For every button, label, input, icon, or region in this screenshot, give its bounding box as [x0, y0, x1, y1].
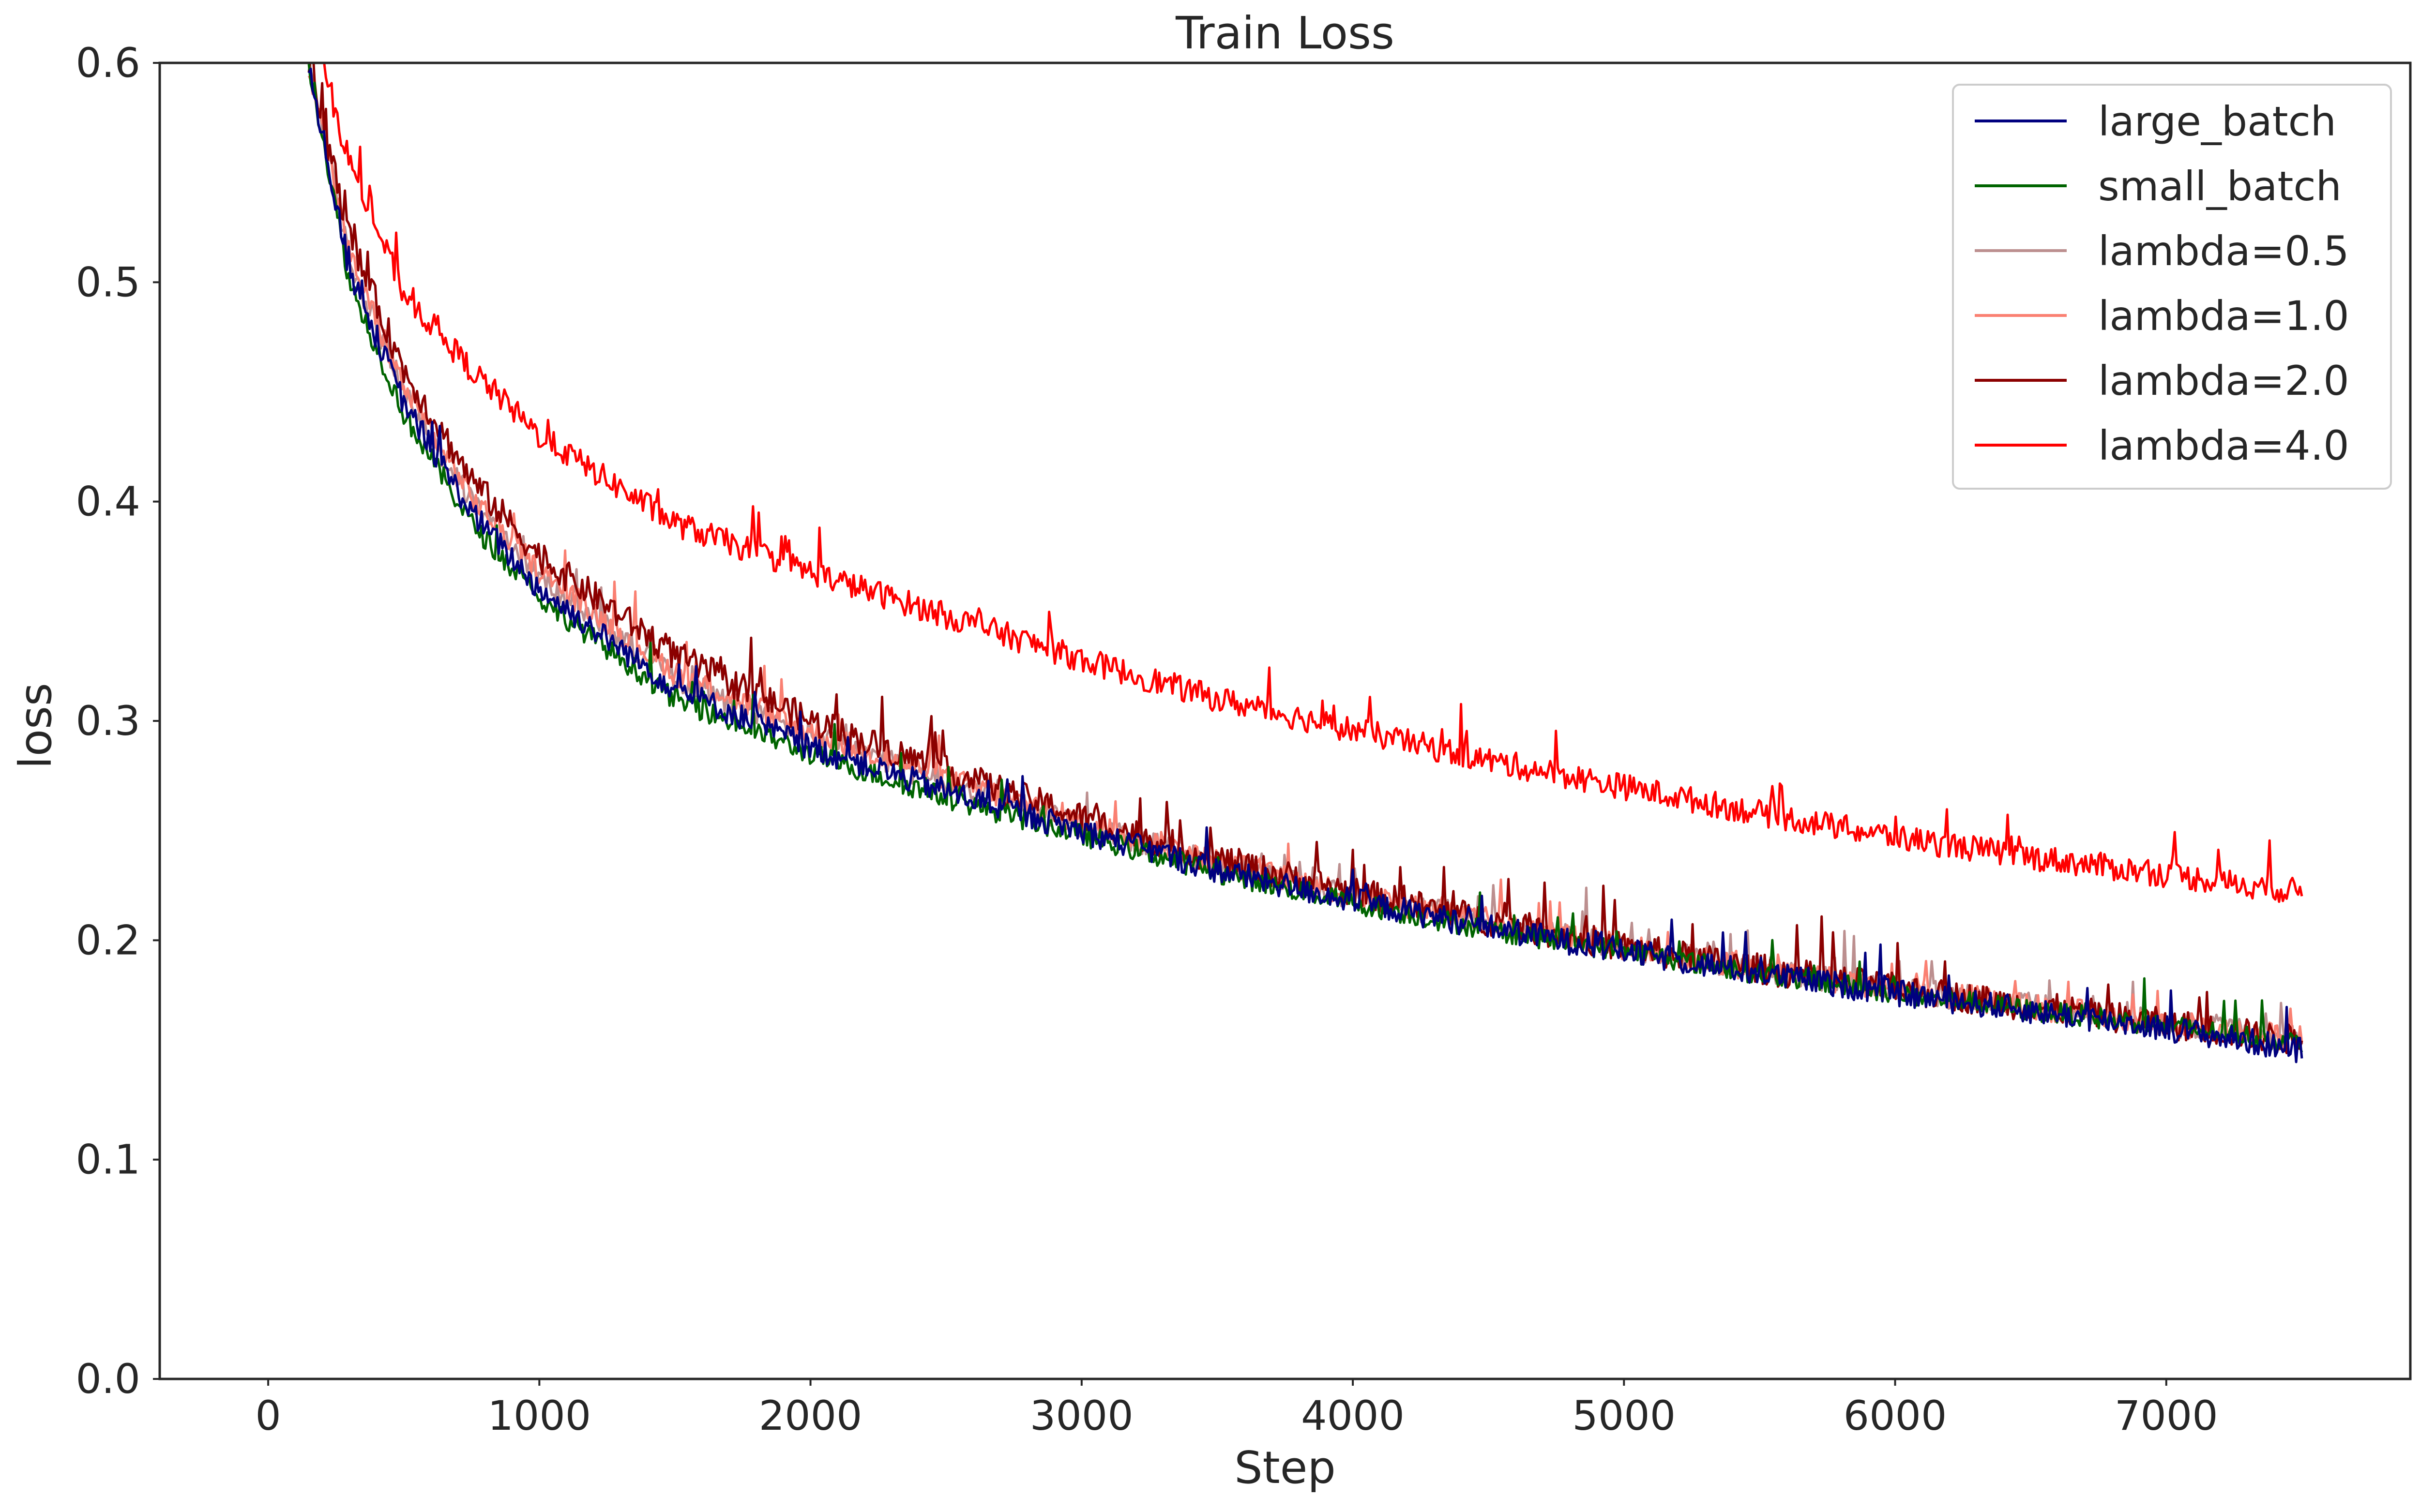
- y-axis-label: loss: [10, 683, 61, 769]
- legend-label: large_batch: [2098, 98, 2336, 145]
- y-tick-label: 0.2: [76, 916, 140, 964]
- chart-title: Train Loss: [1175, 7, 1394, 59]
- series-layer: [307, 63, 2303, 1063]
- series-line-lambda-2-0: [307, 63, 2303, 1054]
- legend-label: lambda=4.0: [2098, 422, 2349, 469]
- series-line-lambda-4-0: [317, 63, 2303, 903]
- legend-label: small_batch: [2098, 163, 2342, 210]
- y-tick-label: 0.0: [76, 1355, 140, 1403]
- x-axis-label: Step: [1234, 1442, 1335, 1494]
- x-tick-label: 4000: [1301, 1392, 1405, 1439]
- y-tick-label: 0.5: [76, 258, 140, 306]
- legend: large_batch small_batch lambda=0.5 lambda=1…: [1952, 84, 2392, 490]
- legend-label: lambda=1.0: [2098, 292, 2349, 340]
- x-tick-label: 5000: [1572, 1392, 1676, 1439]
- y-tick-label: 0.1: [76, 1136, 140, 1183]
- x-axis-ticks: 0 1000 2000 3000 4000 5000 6000 7000: [255, 1379, 2218, 1439]
- legend-label: lambda=2.0: [2098, 357, 2349, 404]
- x-tick-label: 2000: [759, 1392, 862, 1439]
- x-tick-label: 3000: [1030, 1392, 1134, 1439]
- series-line-large-batch: [307, 67, 2303, 1063]
- y-tick-label: 0.3: [76, 697, 140, 745]
- x-tick-label: 6000: [1844, 1392, 1947, 1439]
- x-tick-label: 0: [255, 1392, 281, 1439]
- y-tick-label: 0.6: [76, 39, 140, 87]
- x-tick-label: 7000: [2115, 1392, 2218, 1439]
- y-tick-label: 0.4: [76, 478, 140, 525]
- legend-label: lambda=0.5: [2098, 227, 2349, 275]
- y-axis-ticks: 0.0 0.1 0.2 0.3 0.4 0.5 0.6: [76, 39, 160, 1403]
- x-tick-label: 1000: [487, 1392, 591, 1439]
